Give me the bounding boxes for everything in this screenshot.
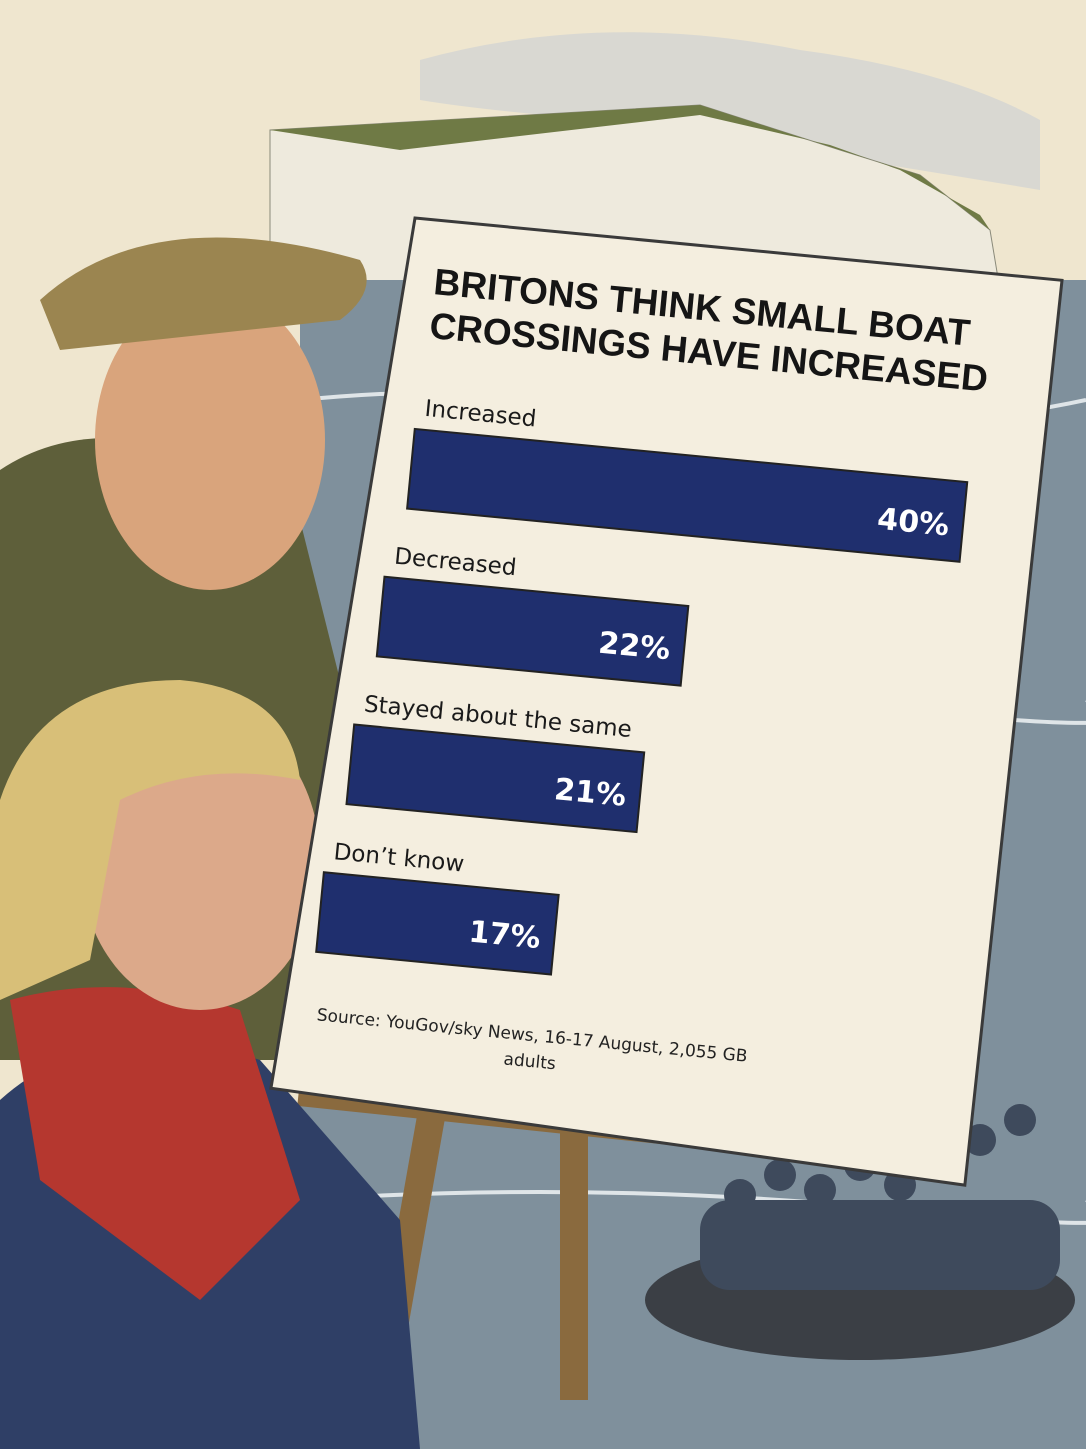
- woman-hair: [0, 680, 300, 1000]
- clouds: [420, 32, 1040, 190]
- scarf: [10, 987, 300, 1300]
- bar: [345, 723, 646, 834]
- bar: [406, 427, 969, 563]
- flat-cap: [40, 237, 367, 350]
- cliff-grass: [270, 105, 990, 230]
- chart-board: BRITONS THINK SMALL BOAT CROSSINGS HAVE …: [269, 216, 1064, 1187]
- value-label: 40%: [876, 502, 951, 544]
- bar: [375, 575, 690, 687]
- value-label: 22%: [597, 626, 672, 668]
- value-label: 17%: [467, 915, 542, 957]
- bar: [315, 871, 560, 976]
- easel-leg: [560, 1120, 588, 1400]
- man-face: [95, 290, 325, 590]
- value-label: 21%: [553, 772, 628, 814]
